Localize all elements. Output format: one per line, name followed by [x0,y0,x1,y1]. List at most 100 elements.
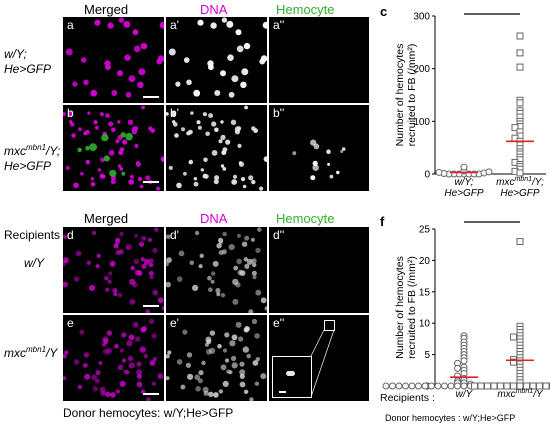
nucleus [117,164,122,168]
nucleus [133,233,139,238]
data-point [454,364,461,372]
nucleus [111,127,116,133]
data-point [447,382,455,390]
nucleus [238,336,244,342]
nucleus [249,397,254,401]
nucleus [234,129,240,135]
nucleus [205,131,210,137]
nucleus [205,348,212,355]
data-point [428,382,435,390]
nucleus [108,271,113,276]
nucleus [166,281,171,288]
nucleus [84,373,91,380]
nucleus [105,113,111,119]
nucleus [145,309,151,313]
hemocyte [103,155,110,162]
nucleus [190,111,194,115]
nucleus [86,260,92,266]
nucleus [94,378,100,384]
nucleus [192,284,199,291]
nucleus [63,257,69,263]
nucleus [243,42,251,50]
nucleus [206,339,212,345]
nucleus [140,389,146,394]
header-dna-top: DNA [200,2,228,17]
category-label: w/Y [456,389,474,400]
nucleus [128,179,135,185]
panel-d2-hemocyte: d'' [269,227,369,313]
nucleus [259,186,264,191]
data-point [421,382,429,390]
hemocyte [327,162,331,166]
nucleus [209,347,216,354]
panel-b-merged: b [63,105,164,191]
nucleus [224,358,230,363]
nucleus [194,230,200,236]
nucleus [189,260,195,266]
nucleus [104,60,111,67]
nucleus [222,380,229,387]
nucleus [188,129,193,135]
nucleus [157,55,164,62]
nucleus [201,360,206,366]
nucleus [166,112,169,116]
nucleus [135,161,142,167]
nucleus [175,81,181,87]
data-point [516,32,524,40]
y-tick-label: 20 [419,256,431,267]
nucleus [141,263,147,269]
data-point [516,63,524,71]
nucleus [257,227,262,232]
nucleus [95,264,100,269]
scale-bar [143,393,159,395]
nucleus [132,29,139,36]
panel-a2-hemocyte: a'' [269,17,369,103]
nucleus [107,279,112,284]
nucleus [202,386,209,393]
data-point [490,382,498,390]
nucleus [239,369,246,376]
nucleus [218,240,223,245]
nucleus [139,184,144,189]
nucleus [246,353,251,359]
row-label-wy-he: w/Y; He>GFP [4,47,52,76]
nucleus [83,79,89,86]
nucleus [136,270,143,276]
panel-e2-hemocyte: e'' [269,315,369,401]
nucleus [197,125,202,130]
nucleus [233,265,239,271]
donor-caption: Donor hemocytes: w/Y;He>GFP [63,406,234,420]
nucleus [214,90,221,96]
nucleus [228,370,233,375]
nucleus [166,376,170,381]
nucleus [176,359,183,365]
nucleus [186,352,193,358]
nucleus [98,360,103,366]
nucleus [207,60,214,67]
nucleus [151,381,157,386]
nucleus [224,332,230,338]
nucleus [251,318,258,325]
nucleus [151,333,157,339]
nucleus [108,121,114,127]
nucleus [170,111,177,117]
nucleus [230,119,237,125]
nucleus [166,257,172,263]
nucleus [231,179,238,185]
nucleus [149,275,154,280]
category-label: He>GFP [500,188,540,199]
nucleus [220,364,227,371]
nucleus [187,373,194,380]
nucleus [73,182,79,189]
nucleus [176,182,182,189]
nucleus [117,70,123,77]
nucleus [140,42,148,50]
nucleus [183,57,190,63]
nucleus [203,157,208,163]
nucleus [166,261,169,267]
nucleus [198,264,203,269]
nucleus [248,309,254,313]
nucleus [193,89,201,97]
hemocyte [125,132,133,141]
nucleus [139,346,146,353]
